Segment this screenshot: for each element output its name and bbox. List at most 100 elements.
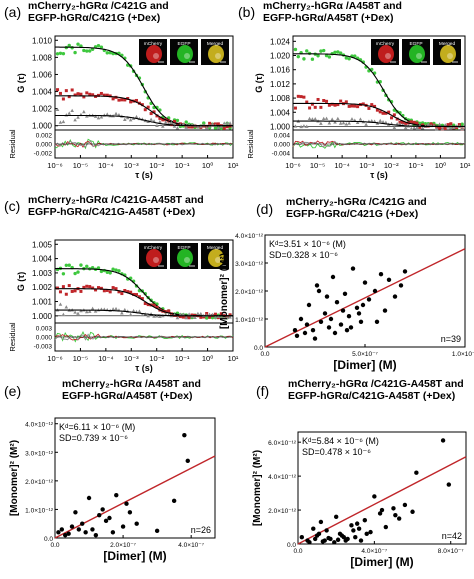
y-tick-label: 1.020 bbox=[270, 52, 291, 61]
red-data-point bbox=[94, 288, 98, 292]
x-tick-label: 10¹ bbox=[228, 161, 239, 170]
cell-highlight bbox=[416, 53, 422, 59]
red-data-point bbox=[67, 95, 71, 99]
red-data-point bbox=[347, 104, 351, 108]
gray-data-point bbox=[175, 126, 180, 130]
red-data-point bbox=[225, 125, 229, 129]
y-tick-label: 1.008 bbox=[270, 94, 291, 103]
red-data-point bbox=[173, 119, 177, 123]
green-data-point bbox=[99, 269, 104, 274]
x-tick-label: 10⁻⁵ bbox=[73, 354, 88, 363]
green-data-point bbox=[117, 269, 121, 273]
data-point bbox=[414, 470, 419, 475]
red-data-point bbox=[146, 303, 150, 307]
red-data-point bbox=[375, 108, 379, 112]
y-axis-label: [Monomer]² (M²) bbox=[219, 253, 230, 329]
gray-data-point bbox=[146, 314, 150, 318]
gray-data-point bbox=[158, 119, 162, 124]
red-data-point bbox=[126, 96, 130, 100]
red-data-point bbox=[56, 88, 60, 92]
x-tick-label: 10⁻³ bbox=[124, 354, 139, 363]
gray-data-point bbox=[163, 120, 168, 124]
gray-data-point bbox=[403, 125, 408, 130]
x-tick-label: 10⁻⁵ bbox=[310, 161, 325, 170]
data-point bbox=[342, 291, 348, 296]
red-data-point bbox=[438, 126, 442, 130]
y-tick-label: 3.0×10⁻¹² bbox=[25, 450, 54, 457]
red-data-point bbox=[70, 88, 74, 92]
x-tick-label: 10⁻⁵ bbox=[73, 161, 88, 170]
cell-nucleus bbox=[208, 249, 224, 267]
gray-data-point bbox=[175, 315, 180, 320]
kd-annotation: Kᵈ=6.11 × 10⁻⁶ (M) bbox=[59, 422, 135, 432]
data-point bbox=[93, 532, 99, 538]
data-point bbox=[346, 314, 352, 319]
red-data-point bbox=[310, 102, 314, 106]
red-data-point bbox=[381, 111, 385, 115]
gray-data-point bbox=[90, 306, 95, 310]
gray-data-point bbox=[140, 312, 145, 317]
data-point bbox=[393, 512, 398, 518]
gray-data-point bbox=[181, 122, 186, 126]
cell-highlight bbox=[215, 53, 221, 59]
y-tick-label: 1.016 bbox=[270, 66, 291, 75]
green-data-point bbox=[73, 271, 77, 276]
green-data-point bbox=[114, 268, 118, 272]
y-tick-label: 1.004 bbox=[270, 108, 291, 117]
red-data-point bbox=[126, 290, 130, 294]
red-data-point bbox=[61, 285, 65, 289]
data-point bbox=[310, 328, 316, 333]
data-point bbox=[378, 272, 384, 277]
green-data-point bbox=[96, 43, 101, 48]
gray-data-point bbox=[87, 309, 92, 313]
residual-label: Residual bbox=[8, 129, 17, 159]
gray-data-point bbox=[222, 315, 227, 319]
green-data-point bbox=[85, 264, 89, 269]
y-tick-label: 1.008 bbox=[32, 53, 53, 62]
y-axis-label: [Monomer]² (M²) bbox=[252, 450, 263, 526]
y-tick-label: 0.0 bbox=[254, 345, 263, 352]
x-tick-label: 10⁻⁶ bbox=[47, 161, 62, 170]
red-data-point bbox=[140, 103, 144, 107]
fit-curve bbox=[55, 309, 233, 317]
red-data-point bbox=[58, 290, 62, 294]
data-point bbox=[350, 266, 356, 271]
green-data-point bbox=[76, 42, 80, 46]
data-point bbox=[410, 509, 415, 514]
red-data-point bbox=[319, 105, 323, 109]
gray-data-point bbox=[381, 120, 385, 124]
data-point bbox=[326, 535, 331, 541]
data-point bbox=[314, 283, 320, 288]
red-data-point bbox=[129, 100, 133, 104]
gray-data-point bbox=[440, 126, 445, 131]
data-point bbox=[306, 302, 312, 308]
gray-data-point bbox=[149, 117, 153, 121]
data-point bbox=[307, 540, 312, 545]
data-point bbox=[328, 316, 334, 322]
red-data-point bbox=[102, 289, 106, 293]
y-tick-label: 1.000 bbox=[32, 122, 53, 131]
y-tick-label: 6.0×10⁻¹² bbox=[268, 440, 297, 447]
residual-label: Residual bbox=[8, 322, 17, 352]
y-axis-label: [Monomer]² (M²) bbox=[9, 440, 20, 516]
gray-data-point bbox=[184, 125, 189, 129]
inset-label: mCherry bbox=[376, 41, 395, 47]
red-data-point bbox=[152, 303, 156, 307]
green-data-point bbox=[88, 49, 92, 53]
cell-nucleus bbox=[378, 45, 394, 63]
green-data-point bbox=[296, 54, 300, 59]
residual-tick-label: 0.002 bbox=[36, 133, 53, 140]
gray-data-point bbox=[55, 107, 60, 111]
gray-data-point bbox=[114, 111, 118, 116]
red-data-point bbox=[415, 121, 419, 125]
data-point bbox=[80, 521, 85, 526]
data-point bbox=[340, 308, 346, 313]
cell-highlight bbox=[385, 53, 391, 59]
gray-data-point bbox=[210, 122, 215, 126]
data-point bbox=[97, 512, 102, 518]
red-data-point bbox=[88, 285, 92, 289]
red-data-point bbox=[61, 97, 65, 101]
gray-data-point bbox=[73, 118, 77, 122]
data-point bbox=[59, 527, 65, 532]
gray-data-point bbox=[228, 315, 232, 319]
